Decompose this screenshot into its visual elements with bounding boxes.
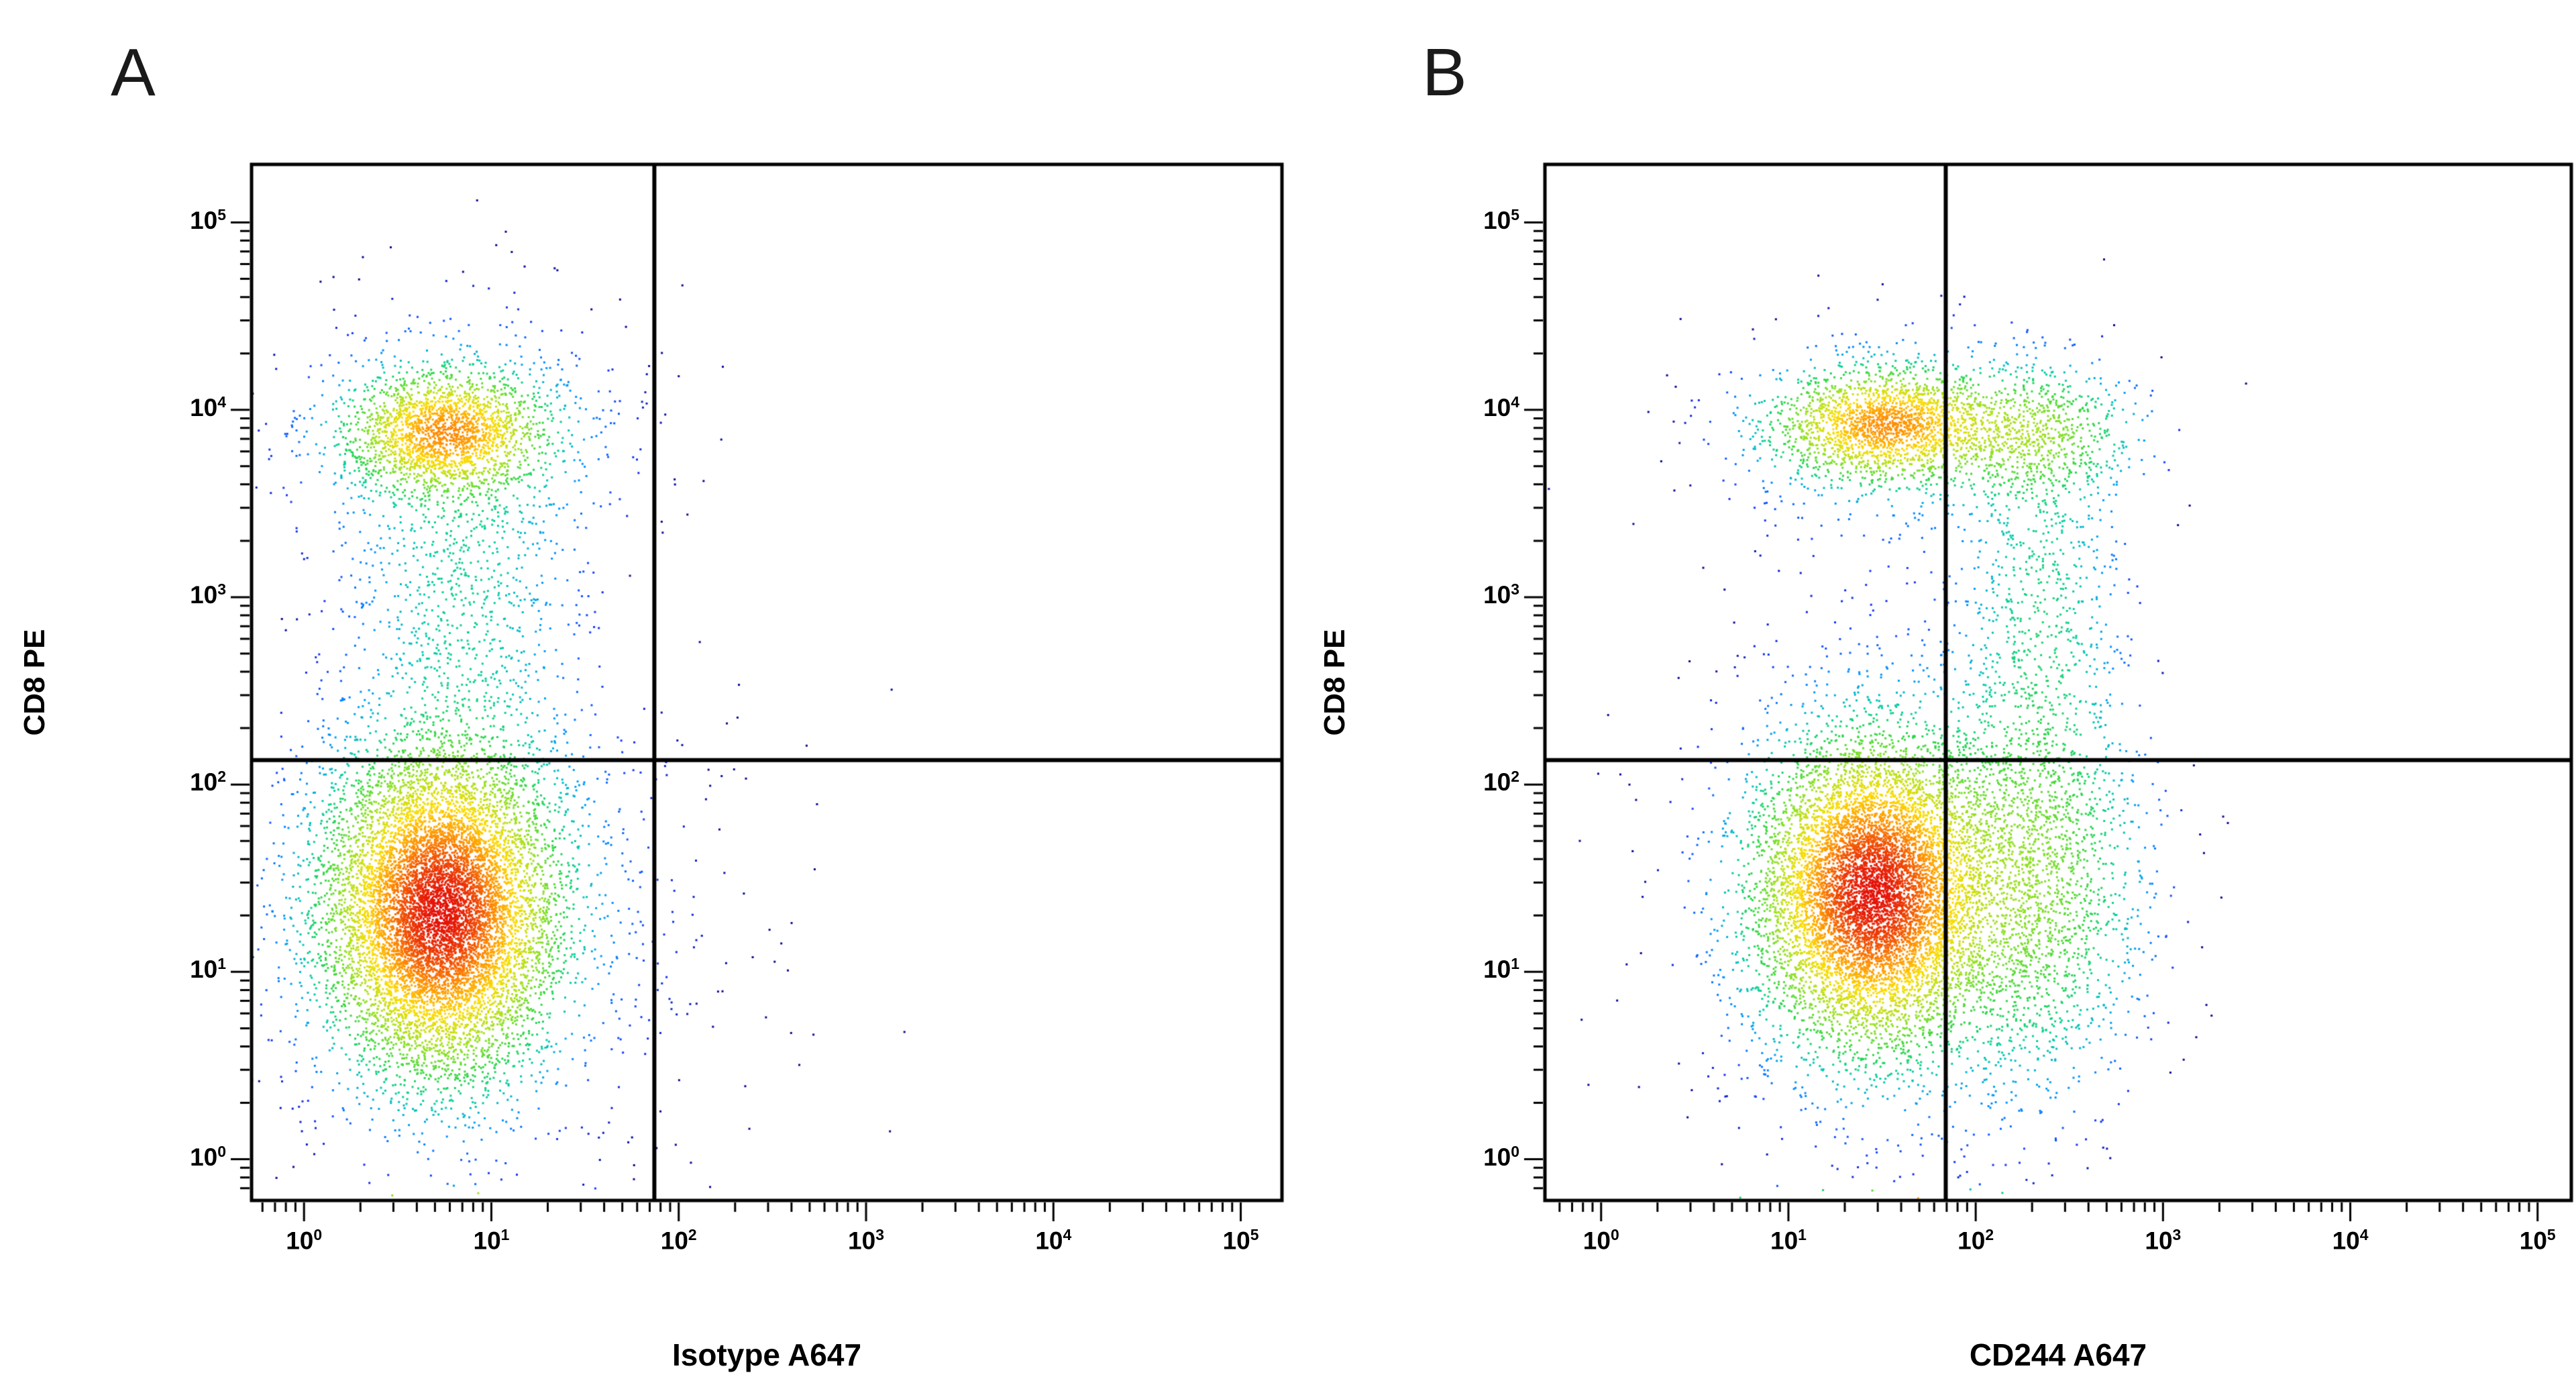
panel-a-y-axis-label: CD8 PE bbox=[18, 629, 51, 736]
panel-a-x-axis-label: Isotype A647 bbox=[672, 1337, 862, 1372]
panel-b-x-axis-label: CD244 A647 bbox=[1969, 1337, 2147, 1372]
panel-b-y-axis-label: CD8 PE bbox=[1318, 629, 1351, 736]
panel-b-letter: B bbox=[1422, 35, 1467, 110]
panel-a-letter: A bbox=[111, 35, 156, 110]
